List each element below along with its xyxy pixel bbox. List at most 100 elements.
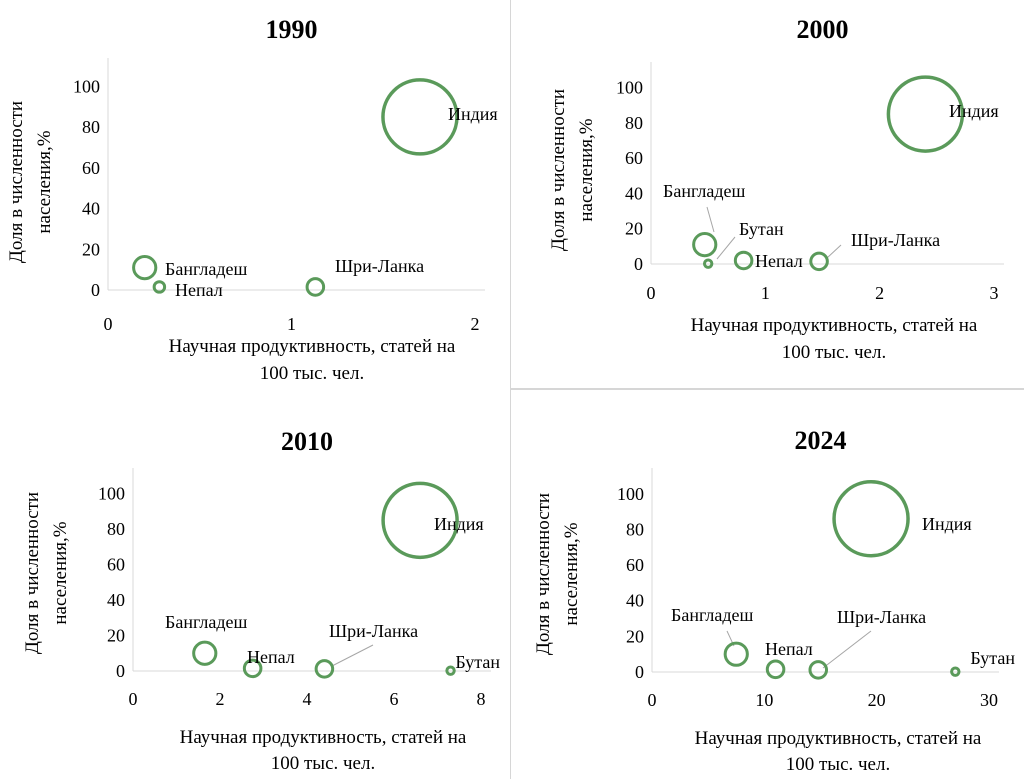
y-axis-label: Доля в численности bbox=[22, 492, 43, 654]
x-tick-label: 0 bbox=[647, 283, 656, 303]
y-tick-label: 40 bbox=[82, 199, 100, 219]
y-tick-label: 100 bbox=[98, 484, 125, 504]
x-axis-label: 100 тыс. чел. bbox=[271, 753, 375, 774]
chart-svg: 1990 0 20 40 60 80 100 0 1 2 Научная продуктивност… bbox=[6, 15, 498, 384]
y-tick-label: 60 bbox=[107, 555, 125, 575]
bubble-label: Шри-Ланка bbox=[851, 230, 940, 250]
leader-line bbox=[331, 644, 374, 667]
y-tick-label: 0 bbox=[634, 254, 643, 274]
bubble-label: Индия bbox=[448, 104, 498, 124]
y-tick-label: 0 bbox=[635, 662, 644, 682]
bubble-label: Непал bbox=[175, 280, 223, 300]
bubble bbox=[381, 78, 459, 156]
bubble bbox=[950, 666, 961, 677]
y-axis-label: Доля в численности bbox=[6, 101, 27, 263]
bubble bbox=[152, 280, 167, 294]
y-axis-label: населения,% bbox=[34, 130, 55, 233]
y-tick-label: 20 bbox=[107, 626, 125, 646]
x-tick-label: 6 bbox=[390, 689, 399, 709]
chart-svg: 2000 0 20 40 60 80 100 0 1 2 3 Научная продуктивнос… bbox=[548, 15, 1004, 363]
y-tick-label: 100 bbox=[617, 484, 644, 504]
bubble-label: Шри-Ланка bbox=[329, 621, 418, 641]
x-tick-label: 1 bbox=[761, 283, 770, 303]
chart-title: 2000 bbox=[797, 15, 849, 44]
bubble bbox=[692, 232, 718, 258]
bubble-label: Шри-Ланка bbox=[837, 607, 926, 627]
bubble bbox=[808, 660, 829, 680]
bubble bbox=[733, 250, 754, 271]
chart-title: 2010 bbox=[281, 427, 333, 456]
bubble bbox=[242, 658, 263, 679]
y-axis-label: Доля в численности bbox=[533, 493, 554, 655]
x-tick-label: 1 bbox=[287, 314, 296, 334]
x-axis-label: Научная продуктивность, статей на bbox=[169, 336, 456, 357]
leader-line bbox=[822, 630, 872, 669]
y-tick-label: 0 bbox=[91, 280, 100, 300]
x-tick-label: 20 bbox=[868, 690, 886, 710]
bubble bbox=[132, 255, 158, 281]
x-axis-label: Научная продуктивность, статей на bbox=[695, 728, 982, 749]
x-tick-label: 10 bbox=[755, 690, 773, 710]
chart-title: 1990 bbox=[266, 15, 318, 44]
chart-title: 2024 bbox=[795, 426, 847, 455]
leader-line bbox=[706, 206, 715, 233]
bubble bbox=[381, 481, 459, 560]
x-tick-label: 2 bbox=[471, 314, 480, 334]
x-tick-label: 0 bbox=[129, 689, 138, 709]
bubble-label: Индия bbox=[949, 101, 999, 121]
bubble-label: Индия bbox=[922, 514, 972, 534]
x-tick-label: 4 bbox=[303, 689, 312, 709]
bubble bbox=[809, 251, 829, 272]
y-tick-label: 60 bbox=[82, 158, 100, 178]
x-tick-label: 0 bbox=[648, 690, 657, 710]
chart-panel-3: 2024 0 20 40 60 80 100 0 10 20 30 Научная продуктив… bbox=[510, 389, 1024, 779]
leader-line bbox=[826, 244, 842, 259]
bubble-label: Непал bbox=[765, 639, 813, 659]
bubble-label: Непал bbox=[755, 251, 803, 271]
bubble-label: Бангладеш bbox=[663, 181, 746, 201]
y-tick-label: 100 bbox=[616, 78, 643, 98]
x-axis-label: 100 тыс. чел. bbox=[782, 342, 886, 363]
y-tick-label: 80 bbox=[82, 117, 100, 137]
chart-panel-0: 1990 0 20 40 60 80 100 0 1 2 Научная продуктивност… bbox=[0, 0, 510, 389]
bubble-label: Бангладеш bbox=[165, 259, 248, 279]
bubble-label: Бангладеш bbox=[165, 612, 248, 632]
bubble bbox=[832, 480, 910, 558]
y-tick-label: 40 bbox=[626, 591, 644, 611]
bubble bbox=[886, 75, 965, 153]
chart-panel-2: 2010 0 20 40 60 80 100 0 2 4 6 8 Научная продуктивно… bbox=[0, 389, 510, 779]
y-tick-label: 80 bbox=[107, 519, 125, 539]
bubble-label: Бутан bbox=[970, 648, 1015, 668]
x-axis-label: 100 тыс. чел. bbox=[260, 363, 364, 384]
y-axis-label: населения,% bbox=[561, 522, 582, 625]
bubble bbox=[765, 659, 786, 680]
y-tick-label: 40 bbox=[107, 590, 125, 610]
y-tick-label: 60 bbox=[626, 555, 644, 575]
bubble-label: Непал bbox=[247, 647, 295, 667]
bubble bbox=[702, 258, 714, 269]
y-tick-label: 80 bbox=[626, 519, 644, 539]
bubble bbox=[314, 659, 335, 679]
y-axis-label: населения,% bbox=[50, 521, 71, 624]
bubble bbox=[192, 640, 218, 666]
x-axis-label: Научная продуктивность, статей на bbox=[691, 315, 978, 336]
chart-svg: 2024 0 20 40 60 80 100 0 10 20 30 Научная продуктив… bbox=[533, 426, 1015, 775]
y-tick-label: 20 bbox=[82, 239, 100, 259]
y-tick-label: 40 bbox=[625, 183, 643, 203]
y-tick-label: 80 bbox=[625, 113, 643, 133]
bubble bbox=[723, 641, 749, 667]
bubble-label: Бангладеш bbox=[671, 605, 754, 625]
y-axis-label: населения,% bbox=[576, 118, 597, 221]
y-tick-label: 0 bbox=[116, 661, 125, 681]
bubble-label: Шри-Ланка bbox=[335, 256, 424, 276]
x-tick-label: 3 bbox=[990, 283, 999, 303]
y-tick-label: 20 bbox=[626, 626, 644, 646]
x-tick-label: 0 bbox=[104, 314, 113, 334]
y-tick-label: 20 bbox=[625, 219, 643, 239]
leader-line bbox=[716, 236, 736, 260]
x-tick-label: 2 bbox=[875, 283, 884, 303]
bubble-label: Индия bbox=[434, 514, 484, 534]
y-tick-label: 100 bbox=[73, 76, 100, 96]
x-tick-label: 8 bbox=[477, 689, 486, 709]
y-tick-label: 60 bbox=[625, 148, 643, 168]
